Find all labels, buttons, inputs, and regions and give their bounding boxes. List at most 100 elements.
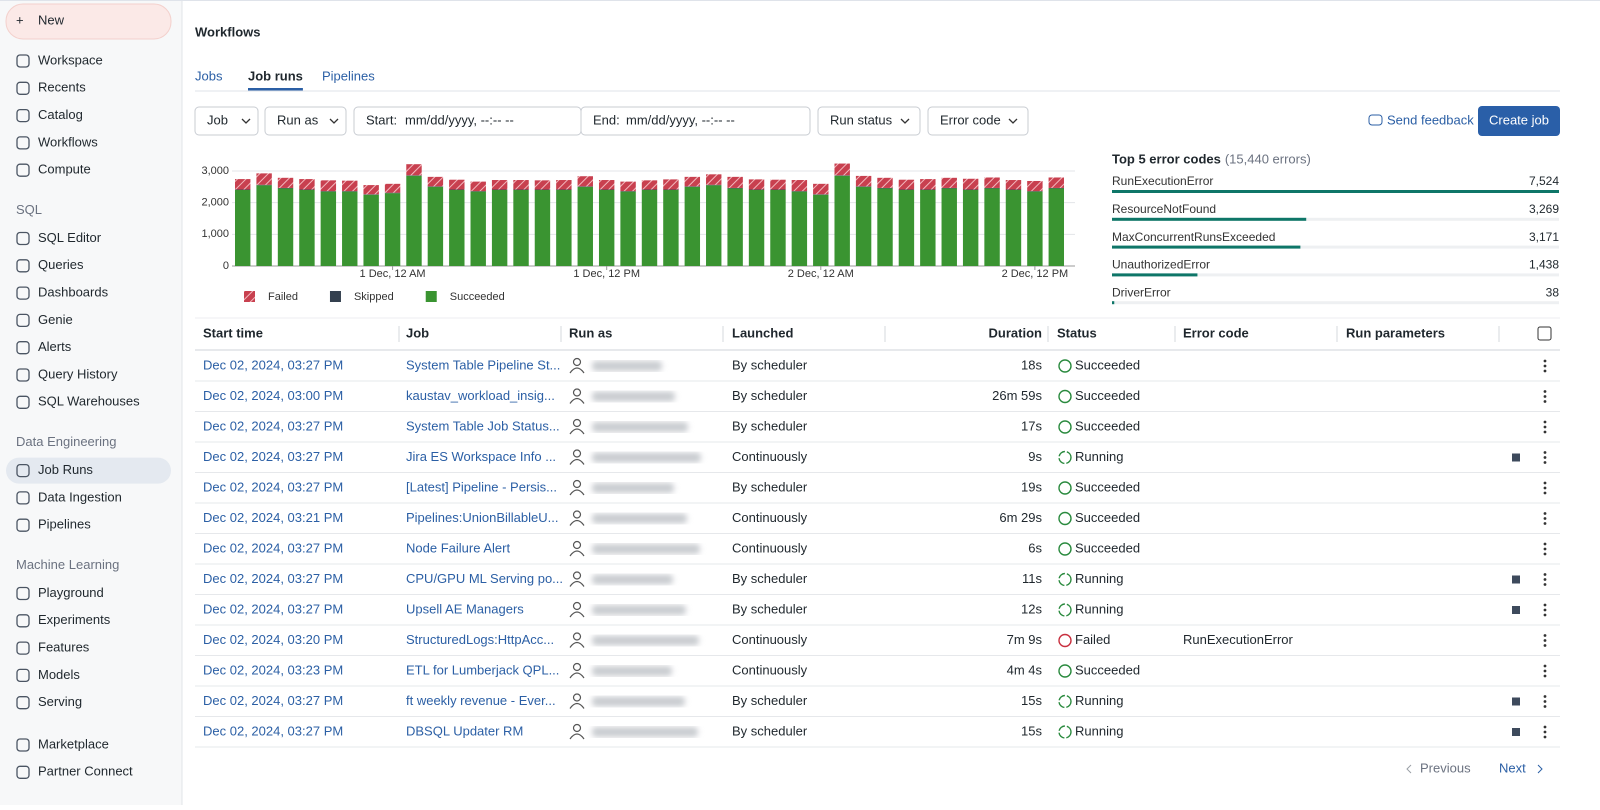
nav-item[interactable]: Pipelines (38, 517, 91, 532)
nav-item[interactable]: Catalog (38, 107, 83, 122)
start-time[interactable]: Dec 02, 2024, 03:27 PM (203, 449, 343, 464)
job-name[interactable]: System Table Pipeline St... (406, 357, 560, 372)
column-header[interactable]: Run as (569, 325, 612, 340)
status-icon (1059, 421, 1071, 433)
start-time[interactable]: Dec 02, 2024, 03:27 PM (203, 601, 343, 616)
send-feedback[interactable]: Send feedback (1387, 112, 1474, 127)
nav-item[interactable]: SQL Editor (38, 230, 102, 245)
stop-button[interactable] (1512, 728, 1520, 736)
column-header[interactable]: Duration (989, 325, 1043, 340)
nav-item[interactable]: Genie (38, 312, 73, 327)
job-name[interactable]: Node Failure Alert (406, 540, 510, 555)
redacted-user (592, 361, 662, 371)
new-button[interactable] (6, 4, 171, 39)
nav-item[interactable]: Playground (38, 585, 104, 600)
start-time[interactable]: Dec 02, 2024, 03:27 PM (203, 693, 343, 708)
nav-item[interactable]: Models (38, 667, 80, 682)
duration: 12s (1021, 601, 1042, 616)
bar-segment (513, 190, 528, 266)
start-time[interactable]: Dec 02, 2024, 03:27 PM (203, 357, 343, 372)
job-name[interactable]: CPU/GPU ML Serving po... (406, 571, 563, 586)
nav-item[interactable]: Partner Connect (38, 764, 133, 779)
column-header[interactable]: Start time (203, 325, 263, 340)
bar-segment (620, 182, 635, 192)
bar-segment (749, 179, 764, 189)
bar-segment (299, 190, 314, 266)
kebab-dot (1544, 578, 1547, 581)
bar-segment (663, 190, 678, 266)
kebab-dot (1544, 670, 1547, 673)
previous[interactable]: Previous (1420, 760, 1471, 775)
next[interactable]: Next (1499, 760, 1526, 775)
kebab-dot (1544, 639, 1547, 642)
job-name[interactable]: DBSQL Updater RM (406, 723, 523, 738)
column-header[interactable]: Error code (1183, 325, 1249, 340)
launched: By scheduler (732, 601, 808, 616)
start-time[interactable]: Dec 02, 2024, 03:21 PM (203, 510, 343, 525)
nav-item[interactable]: Job Runs (38, 462, 93, 477)
bar-segment (727, 177, 742, 188)
nav-item[interactable]: Data Ingestion (38, 489, 122, 504)
kebab-dot (1544, 522, 1547, 525)
start-time[interactable]: Dec 02, 2024, 03:27 PM (203, 723, 343, 738)
tab[interactable]: Jobs (195, 68, 223, 83)
nav-item[interactable]: Marketplace (38, 736, 109, 751)
tab[interactable]: Job runs (248, 68, 303, 83)
nav-item[interactable]: Features (38, 640, 90, 655)
stop-button[interactable] (1512, 698, 1520, 706)
start-time[interactable]: Dec 02, 2024, 03:23 PM (203, 662, 343, 677)
stop-button[interactable] (1512, 606, 1520, 614)
stop-button[interactable] (1512, 454, 1520, 462)
bar-segment (770, 180, 785, 190)
duration: 7m 9s (1007, 632, 1043, 647)
status-icon (1059, 696, 1071, 708)
bar-segment (385, 193, 400, 266)
nav-item[interactable]: Alerts (38, 339, 72, 354)
job-name[interactable]: ft weekly revenue - Ever... (406, 693, 556, 708)
nav-item[interactable]: Workspace (38, 52, 103, 67)
column-header[interactable]: Launched (732, 325, 793, 340)
user-icon-head (574, 450, 581, 457)
job-name[interactable]: StructuredLogs:HttpAcc... (406, 632, 554, 647)
job-name[interactable]: Pipelines:UnionBillableU... (406, 510, 558, 525)
bar-segment (578, 176, 593, 186)
start-time[interactable]: Dec 02, 2024, 03:20 PM (203, 632, 343, 647)
column-header[interactable]: Status (1057, 325, 1097, 340)
nav-item[interactable]: Workflows (38, 134, 98, 149)
job-name[interactable]: [Latest] Pipeline - Persis... (406, 479, 557, 494)
column-header[interactable]: Run parameters (1346, 325, 1445, 340)
nav-item[interactable]: Queries (38, 257, 84, 272)
job-name[interactable]: kaustav_workload_insig... (406, 388, 555, 403)
feedback-icon (1369, 115, 1382, 125)
job-name[interactable]: Jira ES Workspace Info ... (406, 449, 556, 464)
column-header[interactable]: Job (406, 325, 429, 340)
start-time[interactable]: Dec 02, 2024, 03:00 PM (203, 388, 343, 403)
duration: 4m 4s (1007, 662, 1043, 677)
user-icon-head (574, 603, 581, 610)
nav-item[interactable]: Serving (38, 694, 82, 709)
new-label[interactable]: New (38, 12, 65, 27)
create-job-label[interactable]: Create job (1489, 112, 1549, 127)
nav-item[interactable]: Recents (38, 80, 86, 95)
nav-item[interactable]: SQL Warehouses (38, 394, 140, 409)
nav-item[interactable]: Query History (38, 366, 118, 381)
start-time[interactable]: Dec 02, 2024, 03:27 PM (203, 418, 343, 433)
stop-button[interactable] (1512, 576, 1520, 584)
nav-item[interactable]: Experiments (38, 612, 111, 627)
tab[interactable]: Pipelines (322, 68, 375, 83)
start-time[interactable]: Dec 02, 2024, 03:27 PM (203, 479, 343, 494)
start-time[interactable]: Dec 02, 2024, 03:27 PM (203, 571, 343, 586)
status: Succeeded (1075, 662, 1140, 677)
bar-segment (363, 195, 378, 266)
job-name[interactable]: Upsell AE Managers (406, 601, 524, 616)
kebab-dot (1544, 360, 1547, 363)
bar-segment (749, 190, 764, 266)
error-code-name: ResourceNotFound (1112, 202, 1216, 216)
error-code-bar (1112, 301, 1114, 304)
job-name[interactable]: ETL for Lumberjack QPL... (406, 662, 559, 677)
user-icon-body (570, 643, 584, 648)
nav-item[interactable]: Dashboards (38, 285, 109, 300)
start-time[interactable]: Dec 02, 2024, 03:27 PM (203, 540, 343, 555)
nav-item[interactable]: Compute (38, 162, 91, 177)
job-name[interactable]: System Table Job Status... (406, 418, 560, 433)
